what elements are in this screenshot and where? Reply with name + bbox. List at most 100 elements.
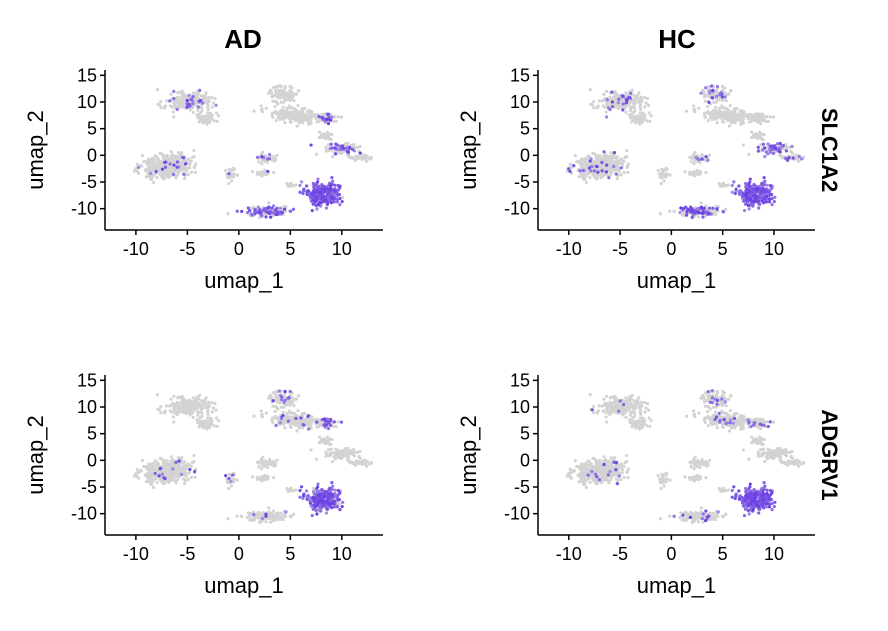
cell-point [210, 117, 214, 121]
cell-point [600, 169, 604, 173]
cell-point [270, 511, 274, 515]
cell-point [274, 404, 278, 408]
cell-point [689, 160, 693, 164]
cell-point [632, 106, 637, 110]
cell-point [722, 112, 726, 117]
cell-point [598, 153, 602, 158]
cell-point [227, 172, 231, 176]
cell-point [168, 404, 172, 408]
cell-point [591, 151, 595, 155]
cell-point [688, 172, 692, 176]
cell-point [143, 168, 147, 172]
cell-point [598, 173, 603, 177]
cell-point [305, 192, 309, 197]
cell-point [191, 410, 195, 414]
cell-point [296, 116, 300, 120]
cell-point [748, 197, 752, 201]
cell-point [707, 153, 712, 157]
cell-point [235, 209, 239, 213]
cell-point [756, 149, 760, 153]
cell-point [262, 464, 267, 468]
cell-point [235, 478, 240, 482]
cell-point [625, 164, 629, 169]
cell-point [578, 169, 582, 173]
cell-point [270, 515, 275, 519]
cell-point [255, 155, 260, 159]
cell-point [155, 88, 160, 92]
cell-point [156, 102, 160, 106]
cell-point [288, 489, 293, 493]
cell-point [608, 173, 612, 177]
cell-point [717, 106, 721, 110]
cell-point [766, 142, 770, 146]
cell-point [684, 205, 688, 209]
cell-point [252, 414, 256, 418]
y-tick-label: 0 [520, 145, 530, 165]
cell-point [214, 111, 219, 115]
cell-point [213, 96, 217, 101]
cell-point [642, 96, 647, 100]
cell-point [325, 435, 329, 439]
cell-point [777, 149, 782, 154]
cell-point [789, 149, 793, 154]
cell-point [604, 115, 609, 119]
cell-point [364, 459, 368, 463]
cell-point [184, 162, 188, 166]
cell-point [595, 176, 599, 181]
cell-point [727, 124, 732, 128]
cell-point [759, 113, 763, 118]
cell-point [186, 166, 191, 170]
cell-point [200, 94, 204, 98]
cell-point [255, 460, 260, 464]
cell-point [281, 105, 285, 109]
cell-point [275, 85, 280, 89]
cell-point [285, 181, 289, 186]
cell-point [721, 181, 726, 185]
cell-point [707, 112, 712, 116]
cell-point [264, 411, 268, 415]
cell-point [720, 95, 725, 99]
cell-point [283, 115, 287, 119]
cell-point [749, 135, 754, 140]
cell-point [349, 451, 354, 455]
cell-point [619, 173, 623, 177]
cell-point [191, 95, 195, 99]
cell-point [575, 160, 579, 164]
cell-point [325, 202, 330, 206]
cell-point [266, 169, 270, 174]
cell-point [210, 113, 214, 117]
y-tick-label: -5 [514, 172, 530, 192]
cell-point [196, 105, 200, 109]
cell-point [182, 104, 186, 109]
cell-point [668, 209, 672, 213]
cell-point [352, 454, 356, 458]
cell-point [763, 146, 767, 150]
cell-point [621, 108, 625, 112]
cell-point [260, 162, 264, 166]
cell-point [697, 158, 701, 162]
cell-point [591, 172, 595, 176]
cell-point [172, 403, 176, 408]
cell-point [153, 166, 157, 170]
cell-point [332, 115, 336, 119]
cell-point [729, 88, 733, 93]
cell-point [568, 169, 572, 173]
cell-point [327, 188, 331, 192]
cell-point [572, 163, 576, 168]
cell-point [631, 101, 636, 105]
cell-point [602, 92, 606, 96]
cell-point [706, 118, 711, 123]
cell-point [758, 202, 762, 206]
cell-point [717, 97, 722, 101]
cell-point [174, 465, 179, 469]
cell-point [172, 101, 176, 106]
cell-point [197, 425, 201, 429]
cell-point [172, 115, 176, 119]
cell-point [317, 114, 321, 119]
cell-point [331, 195, 335, 199]
cell-point [326, 133, 330, 138]
cell-point [711, 206, 715, 210]
cell-point [248, 513, 253, 517]
cell-point [171, 172, 176, 177]
cell-point [623, 105, 628, 109]
